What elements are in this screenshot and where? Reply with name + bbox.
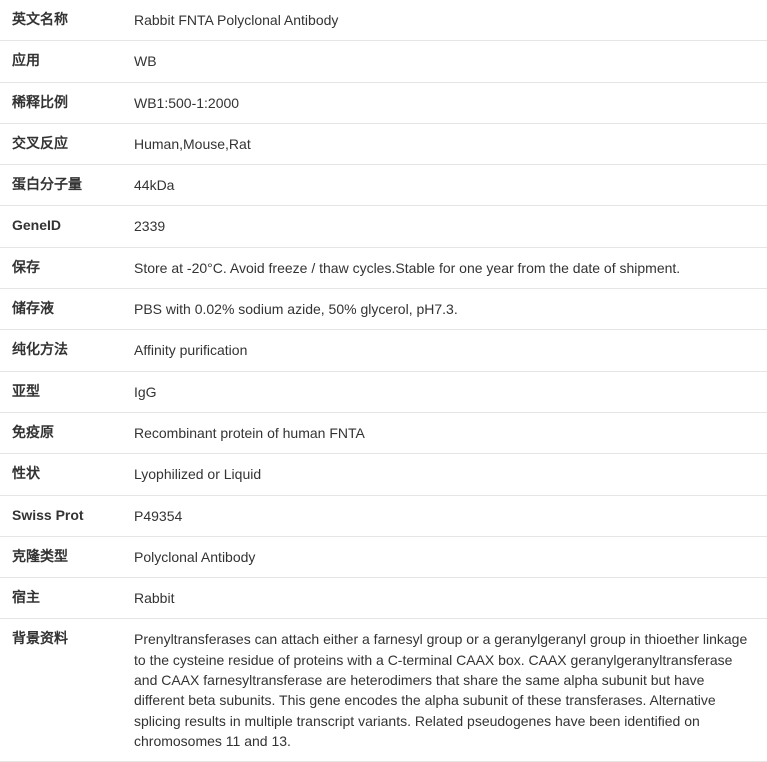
spec-value: IgG [130,371,767,412]
spec-value: P49354 [130,495,767,536]
spec-value: Store at -20°C. Avoid freeze / thaw cycl… [130,247,767,288]
spec-label: 应用 [0,41,130,82]
spec-value: Polyclonal Antibody [130,536,767,577]
spec-value: Affinity purification [130,330,767,371]
spec-value: WB1:500-1:2000 [130,82,767,123]
table-row: 稀释比例 WB1:500-1:2000 [0,82,767,123]
table-row: 宿主 Rabbit [0,578,767,619]
spec-label: 背景资料 [0,619,130,762]
spec-table: 英文名称 Rabbit FNTA Polyclonal Antibody 应用 … [0,0,767,762]
spec-label: GeneID [0,206,130,247]
table-row: 交叉反应 Human,Mouse,Rat [0,123,767,164]
spec-value: Rabbit FNTA Polyclonal Antibody [130,0,767,41]
table-row: 蛋白分子量 44kDa [0,165,767,206]
spec-label: 克隆类型 [0,536,130,577]
table-row: 英文名称 Rabbit FNTA Polyclonal Antibody [0,0,767,41]
spec-label: 性状 [0,454,130,495]
table-row: 免疫原 Recombinant protein of human FNTA [0,412,767,453]
spec-label: Swiss Prot [0,495,130,536]
table-row: 应用 WB [0,41,767,82]
table-row: 保存 Store at -20°C. Avoid freeze / thaw c… [0,247,767,288]
spec-label: 宿主 [0,578,130,619]
table-row: 纯化方法 Affinity purification [0,330,767,371]
spec-label: 蛋白分子量 [0,165,130,206]
table-row: GeneID 2339 [0,206,767,247]
spec-value: 44kDa [130,165,767,206]
spec-label: 英文名称 [0,0,130,41]
spec-value: Human,Mouse,Rat [130,123,767,164]
spec-label: 免疫原 [0,412,130,453]
spec-value: 2339 [130,206,767,247]
spec-value: Rabbit [130,578,767,619]
spec-label: 亚型 [0,371,130,412]
table-row: 性状 Lyophilized or Liquid [0,454,767,495]
spec-value: Lyophilized or Liquid [130,454,767,495]
spec-value: PBS with 0.02% sodium azide, 50% glycero… [130,289,767,330]
table-row: 储存液 PBS with 0.02% sodium azide, 50% gly… [0,289,767,330]
table-row: Swiss Prot P49354 [0,495,767,536]
table-row: 背景资料 Prenyltransferases can attach eithe… [0,619,767,762]
spec-label: 保存 [0,247,130,288]
spec-value: WB [130,41,767,82]
spec-label: 储存液 [0,289,130,330]
spec-label: 交叉反应 [0,123,130,164]
table-row: 亚型 IgG [0,371,767,412]
spec-value: Prenyltransferases can attach either a f… [130,619,767,762]
spec-label: 稀释比例 [0,82,130,123]
spec-label: 纯化方法 [0,330,130,371]
spec-value: Recombinant protein of human FNTA [130,412,767,453]
table-row: 克隆类型 Polyclonal Antibody [0,536,767,577]
